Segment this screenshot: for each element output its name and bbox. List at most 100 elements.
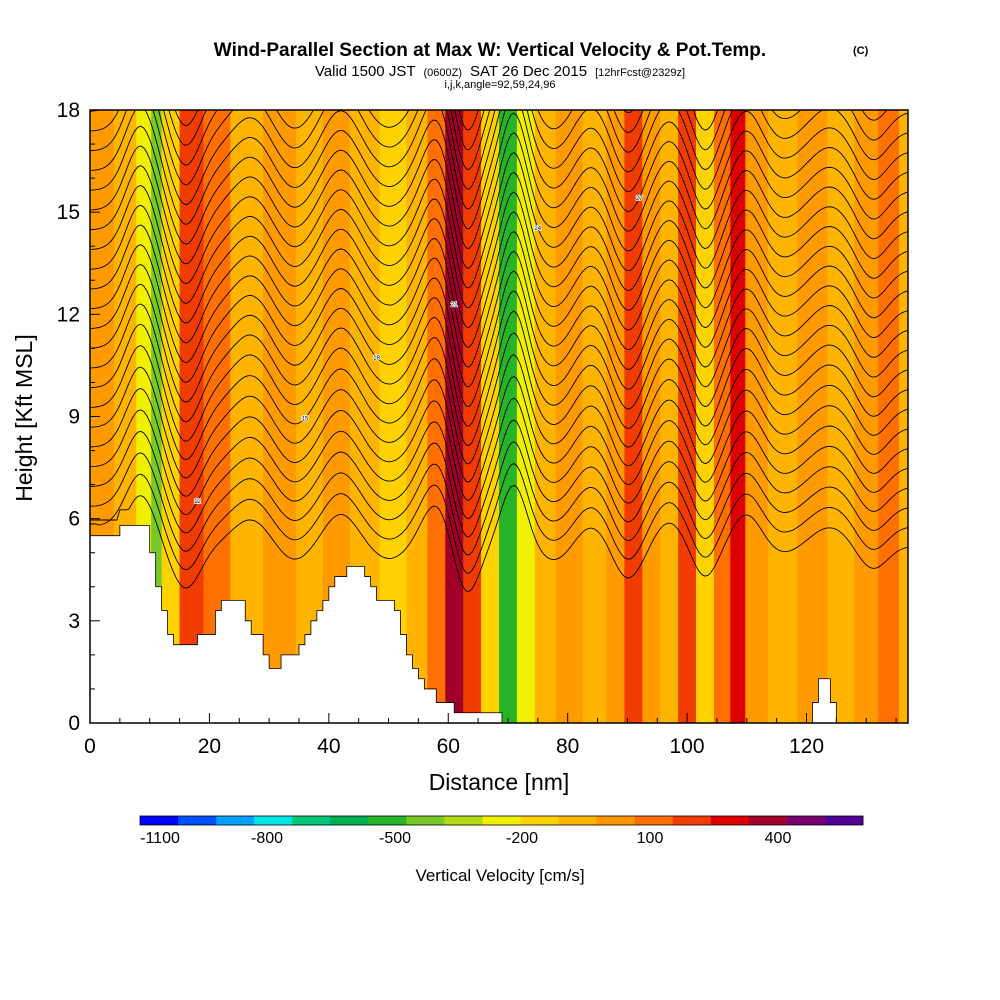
colorbar-tick-labels: -1100 -800 -500 -200 100 400 bbox=[140, 830, 791, 847]
colorbar-swatch bbox=[330, 816, 369, 825]
x-tick-label: 80 bbox=[556, 735, 579, 758]
terrain bbox=[90, 525, 908, 723]
y-axis: 0 3 6 9 12 15 18 bbox=[57, 99, 100, 735]
theta-contour bbox=[90, 110, 908, 190]
colorbar-swatch bbox=[520, 816, 559, 825]
colorbar-swatch bbox=[710, 816, 750, 825]
velocity-band bbox=[179, 110, 205, 723]
velocity-band bbox=[151, 110, 163, 723]
colorbar-swatch bbox=[786, 816, 826, 825]
theta-contour bbox=[90, 290, 908, 427]
colorbar-swatch bbox=[178, 816, 217, 825]
theta-contour bbox=[90, 332, 908, 465]
subtitle-valid: Valid 1500 JST bbox=[315, 63, 416, 80]
velocity-band bbox=[555, 110, 584, 723]
velocity-band bbox=[767, 110, 799, 723]
chart-title: Wind-Parallel Section at Max W: Vertical… bbox=[214, 40, 766, 61]
colorbar-tick-label: 100 bbox=[637, 830, 664, 847]
velocity-band bbox=[427, 110, 446, 723]
theta-contour bbox=[90, 231, 908, 368]
y-tick-label: 0 bbox=[68, 712, 80, 735]
y-tick-label: 18 bbox=[57, 99, 80, 122]
theta-contour-label: 21 bbox=[451, 302, 458, 308]
subtitle-date: SAT 26 Dec 2015 bbox=[470, 63, 587, 80]
velocity-band bbox=[696, 110, 715, 723]
x-tick-label: 60 bbox=[437, 735, 460, 758]
colorbar-swatch bbox=[558, 816, 598, 825]
velocity-band bbox=[745, 110, 769, 723]
y-tick-label: 9 bbox=[68, 406, 80, 429]
colorbar-swatch bbox=[824, 816, 864, 825]
colorbar-tick-label: -1100 bbox=[140, 830, 180, 847]
theta-contour-labels: 12151821242730333639424548 bbox=[193, 2, 739, 506]
y-tick-label: 12 bbox=[57, 303, 80, 326]
theta-contour bbox=[90, 152, 908, 289]
colorbar-swatch bbox=[672, 816, 712, 825]
colorbar-swatch bbox=[216, 816, 255, 825]
velocity-band bbox=[161, 110, 181, 723]
colorbar-label: Vertical Velocity [cm/s] bbox=[415, 866, 584, 885]
theta-contour bbox=[90, 0, 908, 12]
velocity-band bbox=[445, 110, 464, 723]
terrain-polygon bbox=[90, 525, 908, 723]
title-mark: (C) bbox=[853, 45, 869, 57]
velocity-band bbox=[797, 110, 828, 723]
theta-contour-label: 33 bbox=[194, 89, 201, 95]
theta-contour bbox=[90, 419, 908, 538]
colorbar-swatch bbox=[254, 816, 293, 825]
subtitle-forecast: [12hrFcst@2329z] bbox=[595, 67, 685, 79]
x-axis-label: Distance [nm] bbox=[429, 769, 570, 795]
velocity-band bbox=[827, 110, 855, 723]
chart-subtitle: Valid 1500 JST (0600Z) SAT 26 Dec 2015 [… bbox=[315, 63, 685, 80]
theta-contour bbox=[90, 132, 908, 269]
colorbar-tick-label: -800 bbox=[251, 830, 283, 847]
colorbar-swatch bbox=[292, 816, 331, 825]
theta-contour-label: 36 bbox=[302, 2, 309, 8]
velocity-band bbox=[899, 110, 908, 723]
velocity-band bbox=[878, 110, 900, 723]
x-tick-label: 40 bbox=[317, 735, 340, 758]
theta-contour bbox=[90, 112, 908, 249]
velocity-band bbox=[660, 110, 679, 723]
theta-contour-label: 15 bbox=[302, 416, 309, 422]
theta-contour bbox=[90, 191, 908, 329]
x-tick-label: 120 bbox=[789, 735, 824, 758]
colorbar-tick-label: -200 bbox=[506, 830, 538, 847]
x-tick-label: 0 bbox=[84, 735, 96, 758]
velocity-band bbox=[463, 110, 482, 723]
theta-contour-label: 30 bbox=[732, 83, 739, 89]
y-tick-label: 3 bbox=[68, 610, 80, 633]
ijk-line: i,j,k,angle=92,59,24,96 bbox=[444, 79, 555, 91]
theta-contour-label: 24 bbox=[534, 226, 541, 232]
theta-contour-label: 27 bbox=[636, 196, 643, 202]
colorbar-swatch bbox=[482, 816, 521, 825]
colorbar-swatch bbox=[634, 816, 674, 825]
velocity-band bbox=[606, 110, 625, 723]
x-tick-label: 20 bbox=[198, 735, 221, 758]
colorbar-swatch bbox=[140, 816, 179, 825]
theta-contour bbox=[90, 110, 908, 210]
colorbar bbox=[139, 815, 864, 826]
theta-contour bbox=[90, 441, 908, 556]
theta-contour bbox=[90, 270, 908, 408]
velocity-band bbox=[406, 110, 428, 723]
theta-contours bbox=[90, 0, 908, 592]
velocity-bands bbox=[90, 110, 908, 723]
velocity-band bbox=[582, 110, 608, 723]
theta-contour bbox=[90, 0, 908, 31]
theta-contour bbox=[90, 171, 908, 309]
colorbar-swatch bbox=[748, 816, 788, 825]
colorbar-frame bbox=[139, 815, 864, 826]
x-axis: 0 20 40 60 80 100 120 bbox=[84, 713, 897, 758]
theta-contour-label: 12 bbox=[194, 499, 201, 505]
colorbar-swatch bbox=[368, 816, 407, 825]
theta-contour bbox=[90, 310, 908, 447]
theta-contour bbox=[90, 375, 908, 501]
colorbar-swatch bbox=[596, 816, 636, 825]
subtitle-utc: (0600Z) bbox=[424, 67, 463, 79]
colorbar-tick-label: 400 bbox=[765, 830, 792, 847]
theta-contour bbox=[90, 250, 908, 388]
theta-contour bbox=[90, 211, 908, 348]
y-tick-label: 6 bbox=[68, 508, 80, 531]
velocity-band bbox=[534, 110, 557, 723]
